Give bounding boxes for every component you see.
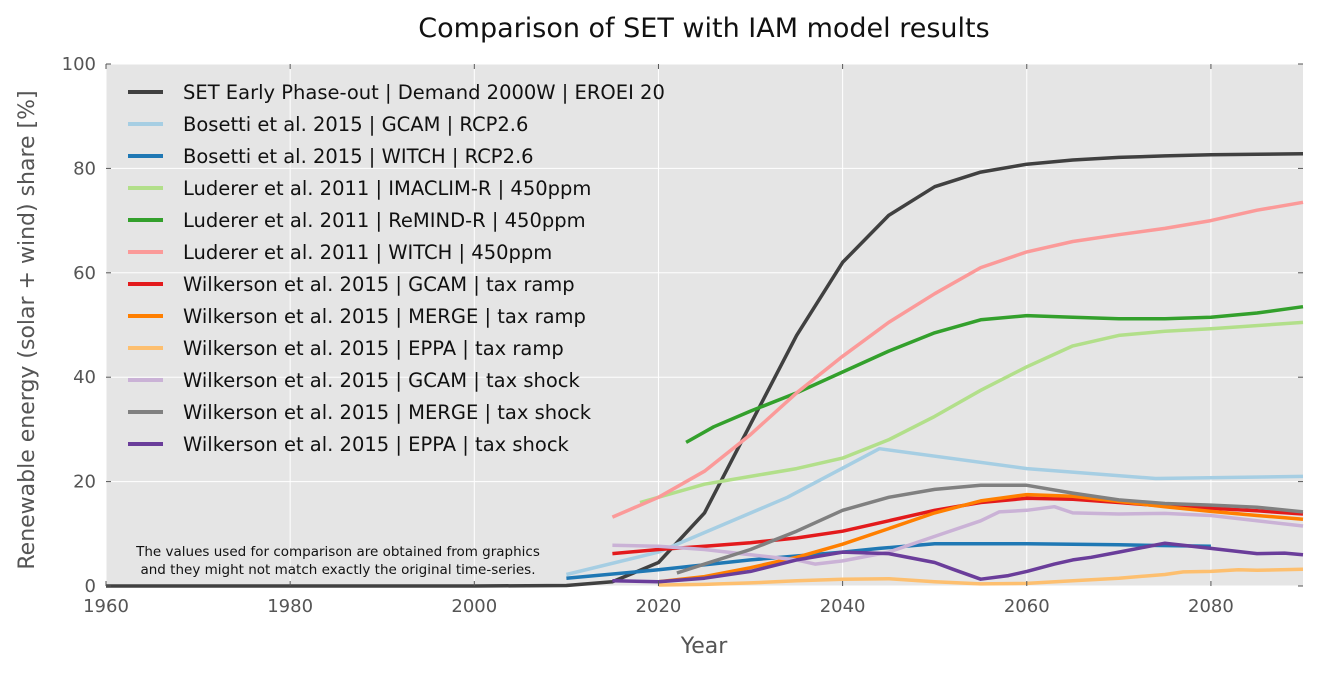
series-line-4 [639,320,1304,505]
legend-label-8: Wilkerson et al. 2015 | MERGE | tax ramp [183,305,586,328]
legend-label-6: Luderer et al. 2011 | WITCH | 450ppm [183,241,552,264]
legend-label-7: Wilkerson et al. 2015 | GCAM | tax ramp [183,273,575,296]
legend-label-1: SET Early Phase-out | Demand 2000W | ERO… [183,81,665,104]
legend-label-4: Luderer et al. 2011 | IMACLIM-R | 450ppm [183,177,591,200]
y-tick-label: 60 [73,263,96,284]
y-tick-label: 80 [73,158,96,179]
source-note-line-2: and they might not match exactly the ori… [140,562,535,578]
x-tick-label: 2080 [1188,596,1234,617]
x-tick-label: 2020 [636,596,682,617]
series-line-2 [565,446,1304,577]
x-tick-label: 2040 [820,596,866,617]
legend-label-11: Wilkerson et al. 2015 | MERGE | tax shoc… [183,401,592,424]
series-line-10 [612,504,1304,566]
x-axis-label: Year [680,634,729,659]
x-tick-label: 2000 [451,596,497,617]
y-tick-label: 40 [73,367,96,388]
x-tick-label: 2060 [1004,596,1050,617]
legend-label-5: Luderer et al. 2011 | ReMIND-R | 450ppm [183,209,586,232]
series-line-6 [611,200,1304,519]
y-axis-label: Renewable energy (solar + wind) share [%… [15,90,40,569]
x-tick-label: 1980 [267,596,313,617]
legend-label-2: Bosetti et al. 2015 | GCAM | RCP2.6 [183,113,528,136]
legend-label-3: Bosetti et al. 2015 | WITCH | RCP2.6 [183,145,534,168]
source-note-line-1: The values used for comparison are obtai… [135,544,540,560]
chart-title: Comparison of SET with IAM model results [418,13,989,44]
y-tick-label: 100 [62,54,96,75]
series-line-12 [612,541,1304,584]
y-tick-label: 0 [85,576,96,597]
series-line-5 [685,304,1304,444]
legend-label-10: Wilkerson et al. 2015 | GCAM | tax shock [183,369,581,392]
y-tick-label: 20 [73,472,96,493]
legend-label-12: Wilkerson et al. 2015 | EPPA | tax shock [183,433,570,456]
x-tick-label: 1960 [83,596,129,617]
series-line-8 [658,492,1304,584]
series-line-3 [566,541,1211,580]
legend-label-9: Wilkerson et al. 2015 | EPPA | tax ramp [183,337,564,360]
series-line-11 [676,483,1304,575]
